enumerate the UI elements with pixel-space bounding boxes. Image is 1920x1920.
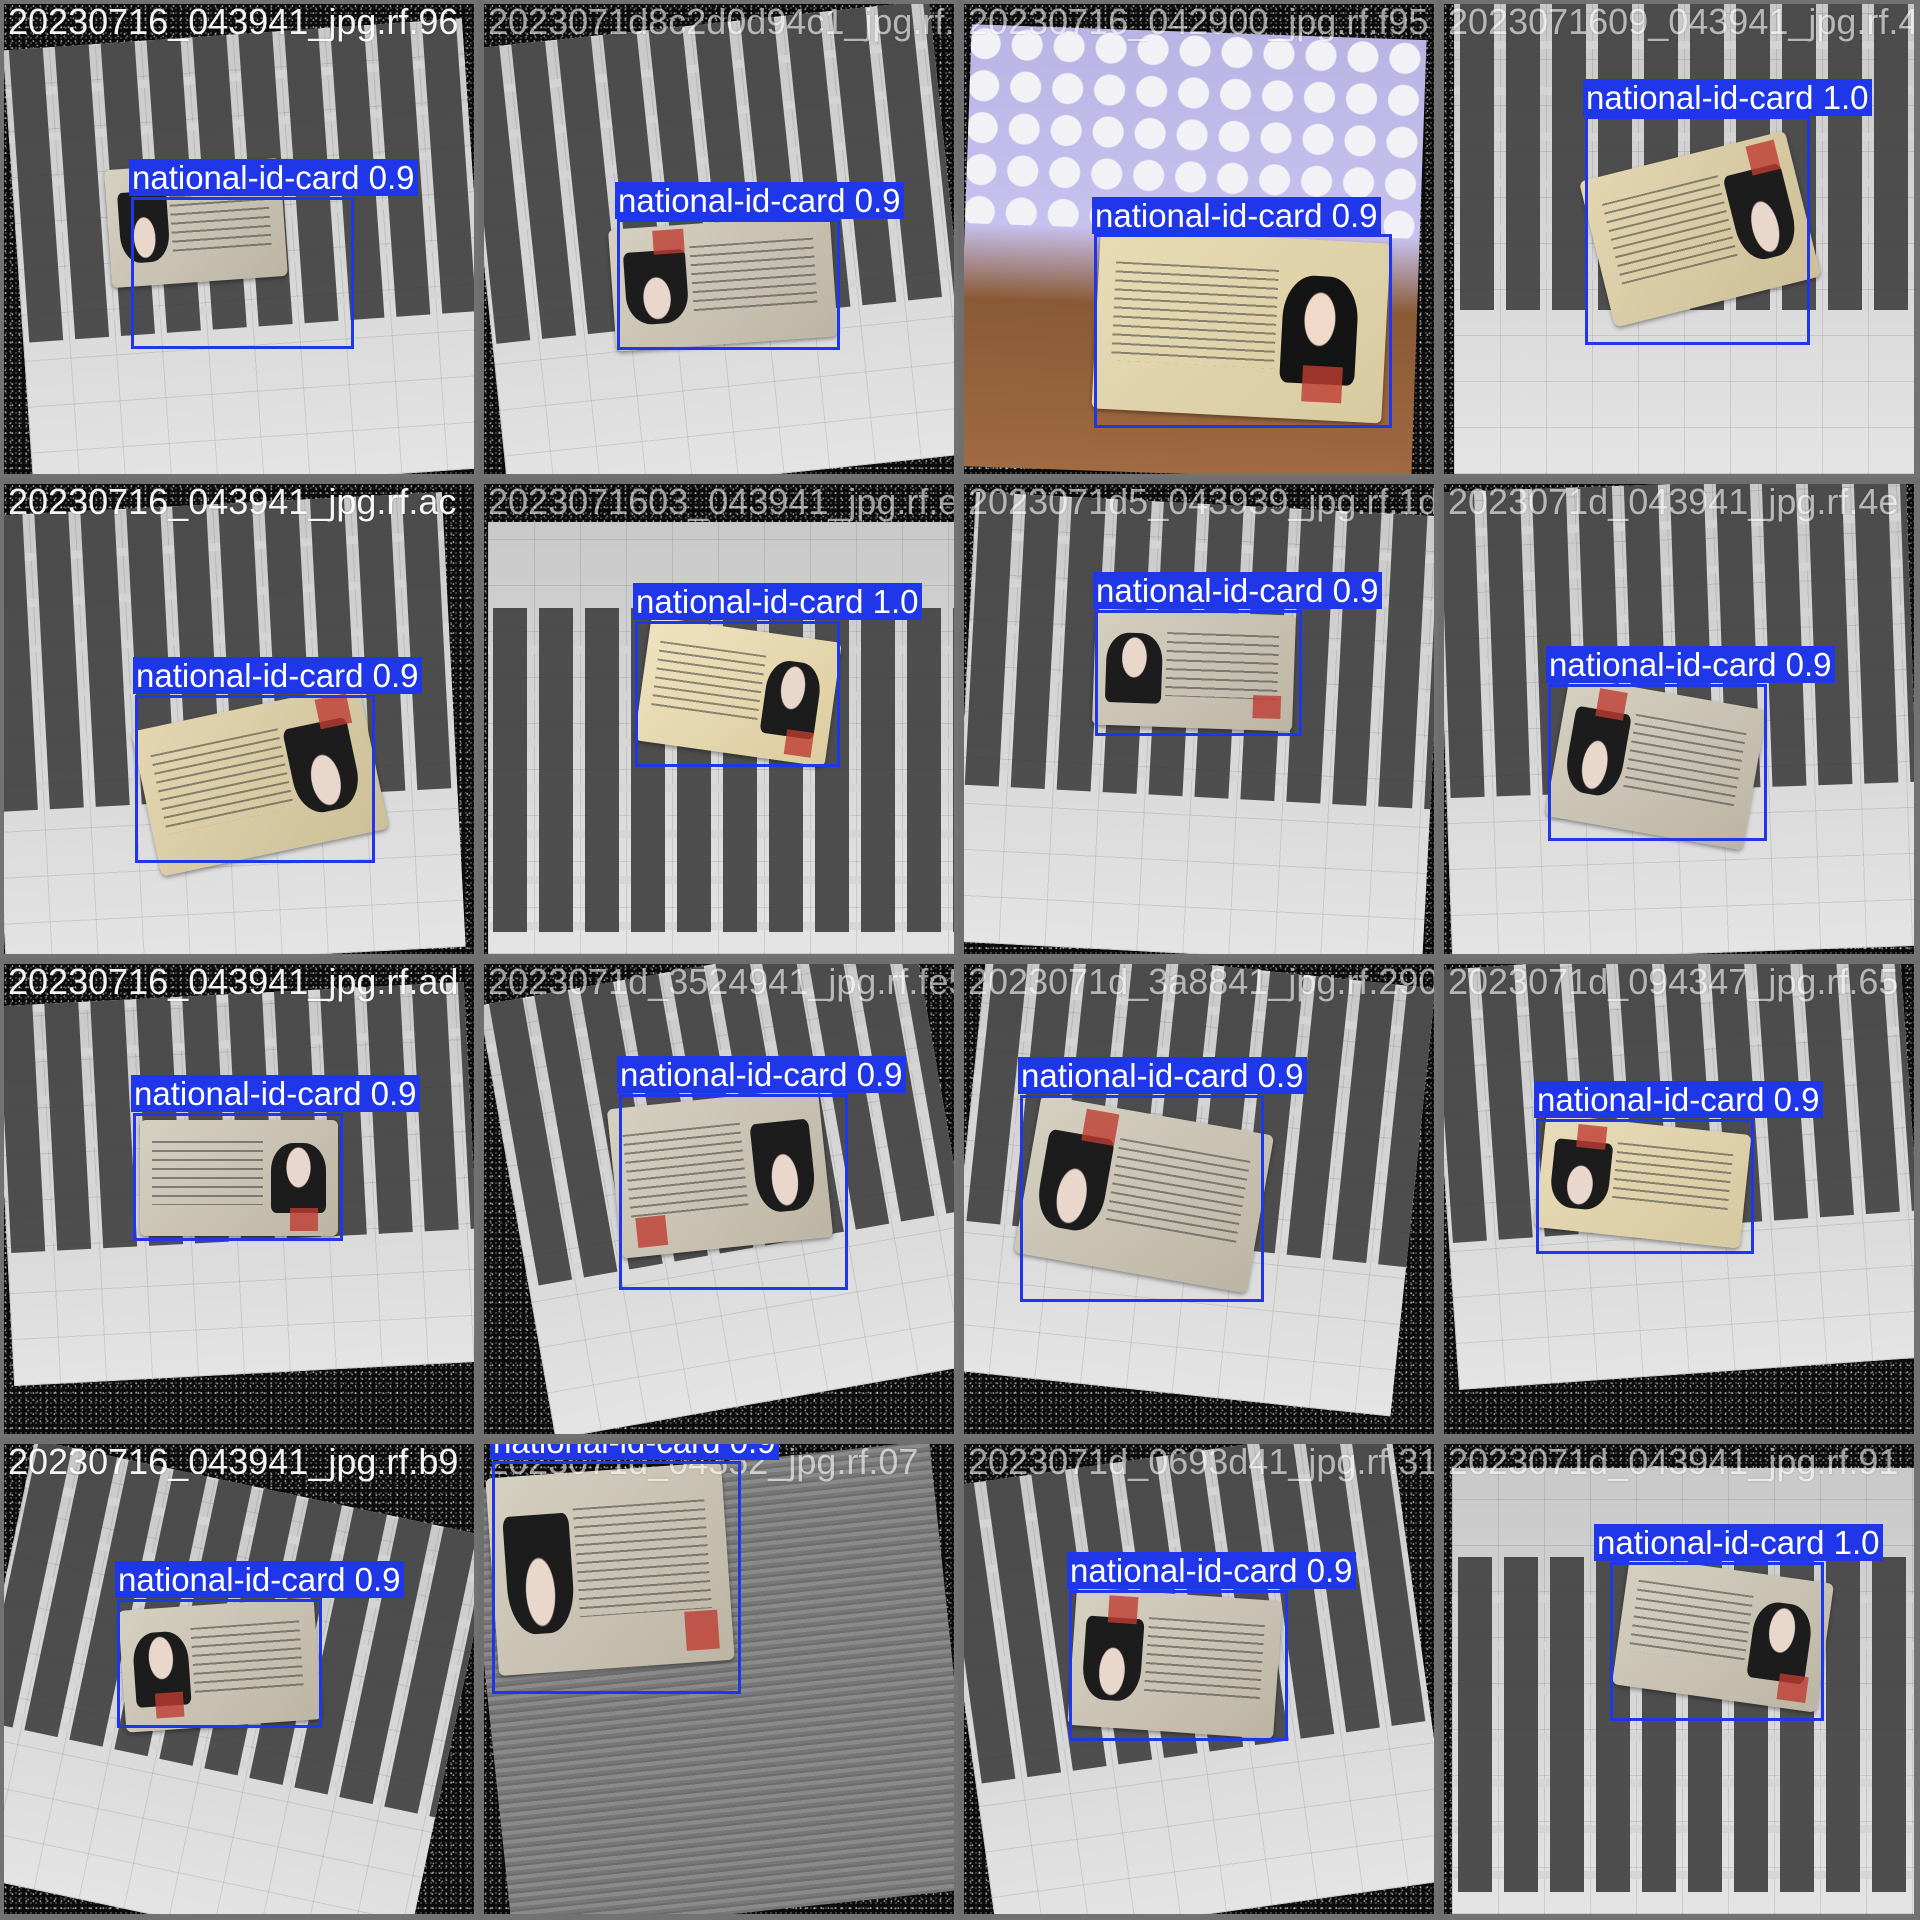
detection-box — [1020, 1095, 1264, 1302]
mosaic-tile: national-id-card 1.0 2023071609_043941_j… — [1444, 4, 1914, 474]
detection-box — [1610, 1562, 1824, 1721]
tile-title: 20230716_043941_jpg.rf.ac — [8, 484, 456, 524]
grid-divider — [0, 958, 1920, 964]
detection-box — [117, 1599, 322, 1728]
detection-box — [135, 695, 375, 863]
grid-divider — [0, 478, 1920, 484]
detection-label: national-id-card 0.9 — [133, 657, 422, 694]
mosaic-tile: national-id-card 0.9 20230716_043941_jpg… — [4, 1444, 474, 1914]
mosaic-tile: national-id-card 0.9 2023071d8c2d0d94c1_… — [484, 4, 954, 474]
tile-title: 20230716_043941_jpg.rf.ad — [8, 964, 458, 1004]
tile-title: 20230716_042900_jpg.rf.f95 — [968, 4, 1428, 44]
detection-label: national-id-card 1.0 — [1594, 1524, 1883, 1561]
mosaic-tile: national-id-card 0.9 2023071d_04352_jpg.… — [484, 1444, 954, 1914]
detection-label: national-id-card 0.9 — [115, 1561, 404, 1598]
detection-label: national-id-card 0.9 — [615, 182, 904, 219]
tile-title: 2023071d_094347_jpg.rf.65 — [1448, 964, 1898, 1004]
detection-label: national-id-card 0.9 — [1534, 1081, 1823, 1118]
detection-box — [635, 621, 840, 767]
detection-label: national-id-card 0.9 — [1018, 1057, 1307, 1094]
detection-label: national-id-card 0.9 — [1546, 646, 1835, 683]
detection-label: national-id-card 1.0 — [1583, 79, 1872, 116]
detection-box — [1094, 234, 1392, 428]
detection-box — [1548, 684, 1767, 841]
tile-title: 2023071603_043941_jpg.rf.ed — [488, 484, 954, 524]
grid-divider — [0, 1438, 1920, 1444]
detection-label: national-id-card 0.9 — [1092, 197, 1381, 234]
detection-box — [1536, 1119, 1754, 1254]
mosaic-tile: national-id-card 0.9 2023071d_3524941_jp… — [484, 964, 954, 1434]
detection-box — [617, 219, 840, 350]
detection-box — [131, 197, 354, 349]
detection-label: national-id-card 0.9 — [129, 159, 418, 196]
detection-box — [133, 1113, 343, 1241]
detection-box — [1585, 116, 1810, 345]
tile-title: 2023071d_043941_jpg.rf.91 — [1448, 1444, 1898, 1484]
tile-title: 2023071d5_043939_jpg.rf.1d — [968, 484, 1434, 524]
detection-label: national-id-card 0.9 — [1093, 572, 1382, 609]
detection-box — [1069, 1590, 1288, 1741]
mosaic-tile: national-id-card 0.9 2023071d_094347_jpg… — [1444, 964, 1914, 1434]
mosaic-tile: national-id-card 0.9 2023071d_3a8841_jpg… — [964, 964, 1434, 1434]
tile-title: 20230716_043941_jpg.rf.96 — [8, 4, 458, 44]
mosaic-tile: national-id-card 0.9 2023071d_043941_jpg… — [1444, 484, 1914, 954]
tile-title: 2023071d_0693d41_jpg.rf.314 — [968, 1444, 1434, 1484]
detection-label: national-id-card 0.9 — [131, 1075, 420, 1112]
mosaic-tile: national-id-card 0.9 20230716_043941_jpg… — [4, 484, 474, 954]
detection-label: national-id-card 0.9 — [490, 1444, 779, 1460]
detection-box — [1095, 610, 1302, 736]
mosaic-tile: national-id-card 0.9 20230716_043941_jpg… — [4, 4, 474, 474]
mosaic-tile: national-id-card 0.9 2023071d_0693d41_jp… — [964, 1444, 1434, 1914]
detection-label: national-id-card 0.9 — [1067, 1552, 1356, 1589]
detection-box — [492, 1461, 741, 1694]
tile-title: 2023071d8c2d0d94c1_jpg.rf.bb — [488, 4, 954, 44]
tile-title: 2023071d_3524941_jpg.rf.fe5 — [488, 964, 954, 1004]
mosaic-tile: national-id-card 0.9 20230716_043941_jpg… — [4, 964, 474, 1434]
mosaic-tile: national-id-card 1.0 2023071d_043941_jpg… — [1444, 1444, 1914, 1914]
detection-label: national-id-card 0.9 — [617, 1056, 906, 1093]
tile-title: 2023071d_043941_jpg.rf.4e — [1448, 484, 1898, 524]
tile-title: 2023071609_043941_jpg.rf.48 — [1448, 4, 1914, 44]
tile-title: 20230716_043941_jpg.rf.b9 — [8, 1444, 458, 1484]
mosaic-tile: national-id-card 1.0 2023071603_043941_j… — [484, 484, 954, 954]
tile-title: 2023071d_3a8841_jpg.rf.290 — [968, 964, 1434, 1004]
detection-box — [619, 1094, 848, 1290]
mosaic-tile: national-id-card 0.9 20230716_042900_jpg… — [964, 4, 1434, 474]
mosaic-tile: national-id-card 0.9 2023071d5_043939_jp… — [964, 484, 1434, 954]
detection-label: national-id-card 1.0 — [633, 583, 922, 620]
